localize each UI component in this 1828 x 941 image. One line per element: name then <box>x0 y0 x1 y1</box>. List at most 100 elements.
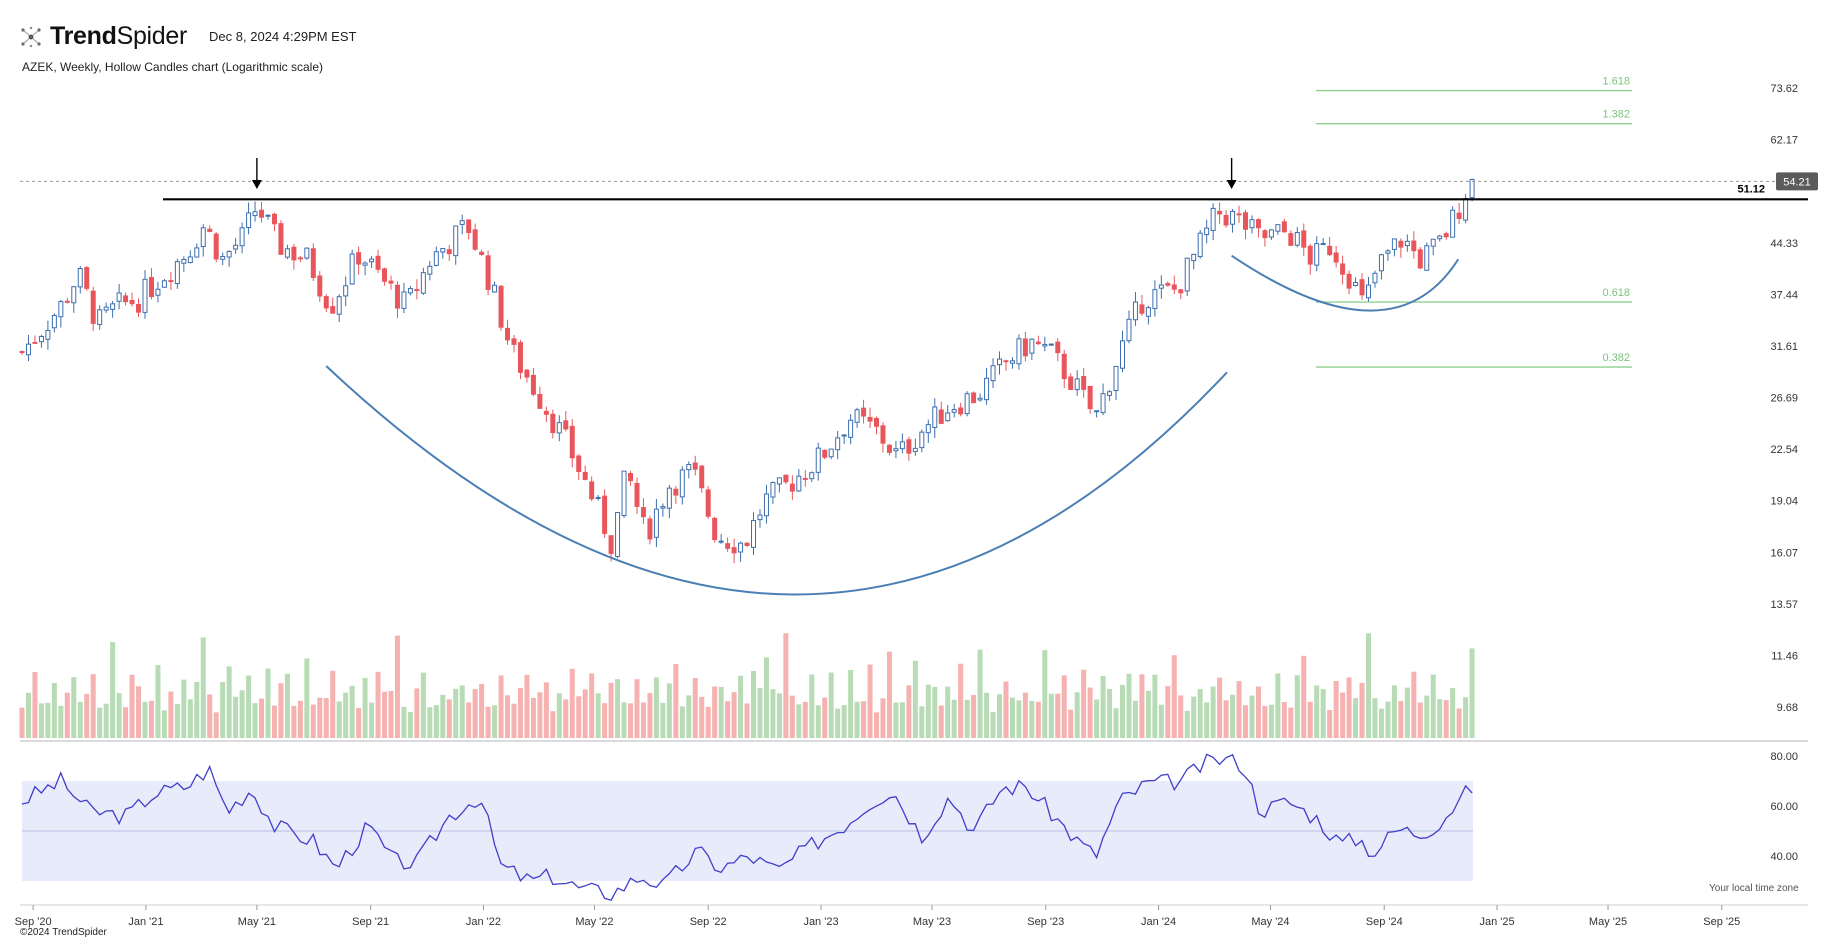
chart-timestamp: Dec 8, 2024 4:29PM EST <box>209 29 357 44</box>
candle-body <box>938 409 944 424</box>
x-tick-label: Jan '22 <box>466 916 501 928</box>
candle-body <box>213 233 219 260</box>
candle-body <box>420 272 426 294</box>
candle-body <box>97 309 103 325</box>
volume-bar <box>220 681 226 738</box>
candle-body <box>848 419 854 438</box>
candle-body <box>893 448 899 452</box>
candle-body <box>1035 341 1041 345</box>
candle-body <box>640 507 646 518</box>
candle-body <box>1061 353 1067 380</box>
volume-bar <box>116 692 122 738</box>
volume-bar <box>233 696 239 738</box>
volume-bar <box>731 692 737 738</box>
volume-bar <box>1307 701 1313 738</box>
volume-bar <box>271 705 277 738</box>
candle-body <box>220 256 226 260</box>
volume-bar <box>1443 700 1449 738</box>
trendspider-logo-icon <box>21 26 41 47</box>
candle-body <box>945 412 951 422</box>
candle-body <box>861 407 867 417</box>
candle-body <box>1450 209 1456 238</box>
volume-bar <box>1120 684 1126 738</box>
volume-bar <box>84 693 90 738</box>
candle-body <box>25 343 31 356</box>
candle-body <box>1437 235 1443 240</box>
candle-body <box>828 448 834 458</box>
volume-bar <box>828 672 834 738</box>
candle-body <box>200 227 206 247</box>
volume-bar <box>1424 695 1430 738</box>
volume-bar <box>848 669 854 738</box>
volume-bar <box>1042 650 1048 738</box>
volume-bar <box>1113 708 1119 738</box>
candle-body <box>259 209 265 218</box>
candle-body <box>1249 219 1255 229</box>
volume-bar <box>880 698 886 738</box>
volume-bar <box>1029 700 1035 738</box>
volume-bar <box>394 635 400 738</box>
volume-bar <box>161 710 167 738</box>
candle-body <box>809 472 815 480</box>
x-tick-label: Sep '23 <box>1027 916 1064 928</box>
volume-bar <box>1340 692 1346 738</box>
volume-bar <box>1391 685 1397 738</box>
candle-body <box>615 512 621 557</box>
volume-bar <box>1165 686 1171 738</box>
candle-body <box>1385 250 1391 254</box>
price-tick-label: 11.46 <box>1771 651 1798 663</box>
x-tick-label: Jan '24 <box>1141 916 1176 928</box>
candle-body <box>679 469 685 498</box>
candle-body <box>103 306 109 311</box>
volume-bar <box>634 679 640 738</box>
volume-bar <box>1255 686 1261 738</box>
candle-body <box>763 493 769 517</box>
volume-bar <box>802 701 808 738</box>
volume-bar <box>912 660 918 738</box>
candle-body <box>174 261 180 285</box>
candle-body <box>84 267 90 289</box>
price-tick-label: 37.44 <box>1770 289 1798 301</box>
candle-body <box>1365 284 1371 299</box>
volume-bar <box>563 699 569 738</box>
x-tick-label: May '23 <box>913 916 951 928</box>
x-tick-label: Jan '23 <box>803 916 838 928</box>
volume-bar <box>524 674 530 738</box>
candle-body <box>362 262 368 266</box>
volume-bar <box>874 712 880 738</box>
volume-bar <box>123 707 129 738</box>
candle-body <box>382 268 388 282</box>
candle-body <box>556 422 562 434</box>
volume-bar <box>375 671 381 738</box>
volume-bar <box>1048 693 1054 738</box>
candle-body <box>608 535 614 554</box>
candle-body <box>563 420 569 430</box>
volume-bar <box>459 685 465 738</box>
candle-body <box>472 229 478 250</box>
candle-body <box>919 431 925 449</box>
volume-bar <box>239 690 245 738</box>
volume-bar <box>1281 702 1287 738</box>
candle-body <box>1353 281 1359 287</box>
candle-body <box>1404 240 1410 247</box>
volume-bar <box>1353 698 1359 738</box>
candle-body <box>1094 410 1100 413</box>
volume-bar <box>899 702 905 738</box>
candle-body <box>356 252 362 265</box>
candle-body <box>161 280 167 288</box>
volume-bar <box>207 694 213 738</box>
candle-body <box>90 290 96 324</box>
volume-bar <box>906 685 912 738</box>
candle-body <box>38 335 44 343</box>
volume-bar <box>414 688 420 738</box>
candle-body <box>110 303 116 310</box>
volume-bar <box>751 670 757 738</box>
candle-body <box>239 227 245 247</box>
candle-body <box>1217 210 1223 215</box>
fib-level-label: 0.618 <box>1602 287 1630 299</box>
volume-bar <box>854 701 860 738</box>
candle-body <box>123 295 129 303</box>
volume-bar <box>815 705 821 738</box>
candle-body <box>770 482 776 498</box>
candle-body <box>246 212 252 229</box>
